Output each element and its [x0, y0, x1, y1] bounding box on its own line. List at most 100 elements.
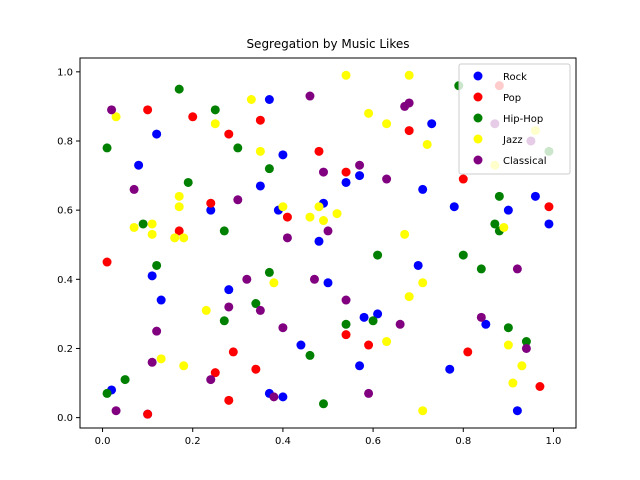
legend-marker	[473, 155, 483, 165]
point-jazz	[170, 233, 180, 243]
point-jazz	[422, 139, 432, 149]
point-pop	[282, 212, 292, 222]
point-rock	[512, 406, 522, 416]
legend-box	[458, 63, 571, 175]
point-classical	[224, 302, 234, 312]
point-hip-hop	[305, 350, 315, 360]
point-rock	[255, 181, 265, 191]
point-jazz	[179, 361, 189, 371]
point-rock	[152, 129, 162, 139]
point-classical	[305, 91, 315, 101]
point-jazz	[503, 340, 513, 350]
point-classical	[111, 406, 121, 416]
point-classical	[129, 184, 139, 194]
point-hip-hop	[233, 143, 243, 153]
legend-marker	[473, 113, 483, 123]
point-rock	[156, 295, 166, 305]
x-tick-label: 0.6	[365, 436, 381, 447]
legend-label: Hip-Hop	[503, 114, 543, 125]
point-jazz	[418, 406, 428, 416]
point-pop	[224, 129, 234, 139]
point-jazz	[147, 229, 157, 239]
legend-label: Jazz	[502, 135, 523, 146]
point-jazz	[269, 278, 279, 288]
point-rock	[224, 285, 234, 295]
point-hip-hop	[219, 316, 229, 326]
point-jazz	[382, 337, 392, 347]
point-jazz	[246, 94, 256, 104]
point-pop	[188, 112, 198, 122]
point-hip-hop	[264, 164, 274, 174]
point-classical	[323, 226, 333, 236]
y-tick-label: 1.0	[57, 67, 73, 78]
point-jazz	[174, 191, 184, 201]
point-pop	[210, 368, 220, 378]
point-rock	[530, 191, 540, 201]
point-classical	[269, 392, 279, 402]
point-rock	[323, 278, 333, 288]
point-rock	[544, 219, 554, 229]
point-classical	[341, 295, 351, 305]
y-tick-label: 0.2	[57, 344, 73, 355]
point-rock	[445, 364, 455, 374]
point-hip-hop	[152, 260, 162, 270]
point-jazz	[400, 229, 410, 239]
point-pop	[364, 340, 374, 350]
point-hip-hop	[490, 219, 500, 229]
point-pop	[143, 409, 153, 419]
legend-label: Classical	[503, 156, 547, 167]
point-pop	[224, 395, 234, 405]
point-jazz	[341, 70, 351, 80]
point-rock	[427, 119, 437, 129]
point-pop	[341, 330, 351, 340]
point-hip-hop	[318, 399, 328, 409]
point-classical	[206, 375, 216, 385]
point-rock	[206, 205, 216, 215]
legend: Rock Pop Hip-Hop Jazz Classical	[458, 63, 571, 175]
plot-frame	[79, 57, 577, 429]
y-tick-label: 0.8	[57, 136, 73, 147]
legend-marker	[473, 71, 483, 81]
axis-ticks: 0.0 0.2 0.4 0.6 0.8 1.0 0.0 0.2 0.4 0.6 0.8 1.0	[57, 67, 561, 447]
x-tick-label: 0.8	[455, 436, 471, 447]
point-jazz	[210, 119, 220, 129]
point-jazz	[314, 202, 324, 212]
point-hip-hop	[219, 226, 229, 236]
point-pop	[404, 126, 414, 136]
x-tick-label: 0.2	[185, 436, 201, 447]
point-pop	[314, 146, 324, 156]
point-rock	[359, 312, 369, 322]
point-classical	[278, 323, 288, 333]
point-rock	[373, 309, 383, 319]
point-rock	[355, 361, 365, 371]
point-rock	[481, 319, 491, 329]
point-jazz	[404, 70, 414, 80]
point-hip-hop	[521, 337, 531, 347]
point-pop	[535, 382, 545, 392]
point-jazz	[382, 119, 392, 129]
point-hip-hop	[458, 250, 468, 260]
point-jazz	[499, 222, 509, 232]
legend-label: Rock	[503, 72, 527, 83]
point-rock	[296, 340, 306, 350]
point-rock	[278, 150, 288, 160]
point-rock	[449, 202, 459, 212]
point-hip-hop	[102, 388, 112, 398]
point-jazz	[201, 305, 211, 315]
point-jazz	[278, 202, 288, 212]
y-tick-label: 0.0	[57, 413, 73, 424]
chart-title: Segregation by Music Likes	[246, 37, 409, 51]
point-hip-hop	[210, 105, 220, 115]
point-pop	[228, 347, 238, 357]
point-pop	[174, 226, 184, 236]
point-classical	[521, 343, 531, 353]
x-tick-label: 0.4	[275, 436, 291, 447]
point-pop	[463, 347, 473, 357]
point-hip-hop	[264, 267, 274, 277]
point-classical	[233, 195, 243, 205]
point-classical	[152, 326, 162, 336]
point-jazz	[305, 212, 315, 222]
point-hip-hop	[183, 177, 193, 187]
point-pop	[251, 364, 261, 374]
